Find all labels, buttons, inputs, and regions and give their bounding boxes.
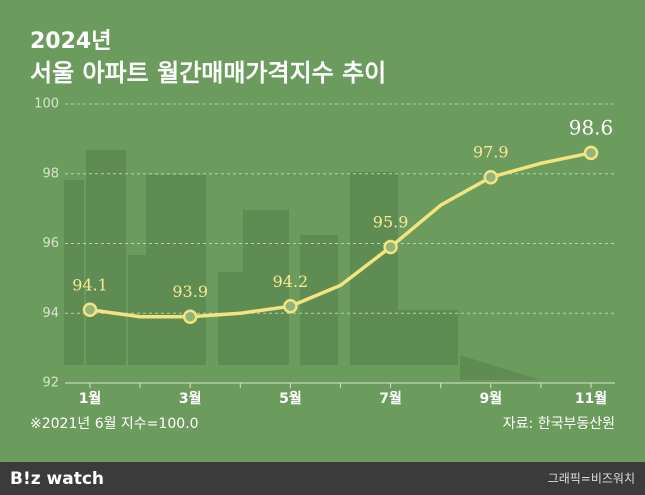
chart-subtitle: 서울 아파트 월간매매가격지수 추이 (30, 59, 386, 87)
x-tick-label: 7월 (379, 390, 402, 407)
y-tick-label: 98 (42, 166, 59, 181)
line (89, 151, 592, 319)
data-label: 95.9 (373, 212, 409, 231)
marker (583, 145, 599, 161)
y-tick-label: 94 (42, 306, 59, 321)
chart-title: 2024년 (30, 29, 111, 54)
source: 자료: 한국부동산원 (503, 416, 615, 432)
data-label: 93.9 (172, 282, 208, 301)
x-tick-label: 9월 (479, 390, 502, 407)
footer-bar (0, 462, 645, 495)
x-tick-label: 5월 (279, 390, 302, 407)
marker (182, 309, 198, 324)
data-label: 97.9 (473, 143, 509, 162)
y-tick-label: 100 (34, 97, 59, 112)
marker (483, 169, 499, 185)
y-tick-label: 96 (42, 236, 59, 251)
x-tick-label: 1월 (79, 390, 102, 407)
credit: 그래픽=비즈워치 (548, 472, 635, 486)
data-label: 94.2 (273, 272, 309, 291)
data-label: 94.1 (72, 275, 108, 294)
x-tick-label: 3월 (179, 390, 202, 407)
note: ※2021년 6월 지수=100.0 (30, 416, 199, 432)
buildings-backdrop (64, 150, 540, 380)
marker (383, 239, 398, 255)
y-tick-label: 92 (42, 376, 59, 391)
marker (82, 302, 98, 318)
data-label: 98.6 (569, 115, 614, 139)
marker (283, 299, 298, 314)
logo: B!z watch (10, 469, 104, 489)
x-tick-label: 11월 (575, 390, 607, 407)
